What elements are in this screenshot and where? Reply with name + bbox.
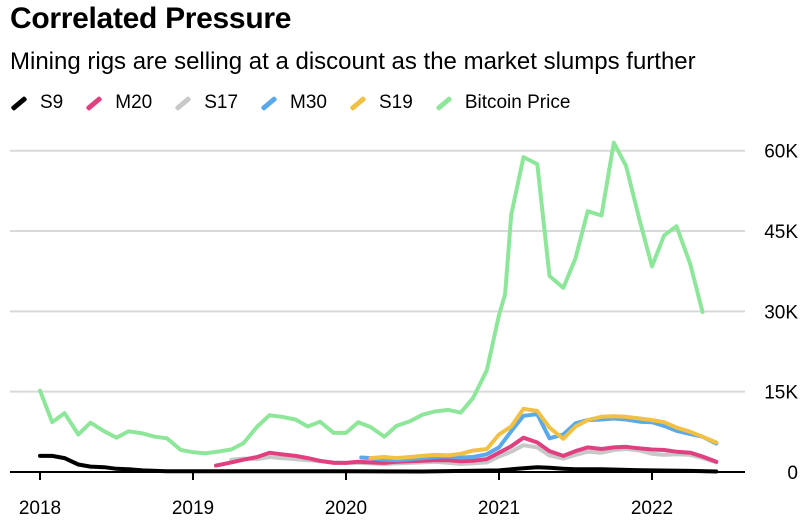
y-axis-tick-labels: 0 15K 30K 45K 60K [764,142,798,484]
legend-label-s9: S9 [40,92,64,113]
legend-item-m30: M30 [260,92,327,114]
legend-item-s17: S17 [174,92,238,114]
x-axis-ticks [39,472,653,480]
legend-label-bitcoin-price: Bitcoin Price [464,92,571,113]
chart-subtitle: Mining rigs are selling at a discount as… [10,48,696,75]
x-tick-label: 2022 [631,498,673,519]
x-tick-label: 2021 [478,498,520,519]
chart-title: Correlated Pressure [10,2,292,35]
x-tick-label: 2019 [172,498,214,519]
legend-item-s19: S19 [349,92,413,114]
legend-label-s17: S17 [204,92,239,113]
legend-item-s9: S9 [10,92,63,114]
y-tick-label: 60K [764,142,798,163]
x-tick-label: 2018 [19,498,61,519]
series-line-bitcoin-price [38,140,705,456]
y-tick-label: 15K [764,383,798,404]
legend-label-s19: S19 [379,92,413,113]
x-axis-tick-labels: 2018 2019 2020 2021 2022 [19,498,673,519]
grid-lines [10,149,745,393]
series-line-m20 [214,435,719,468]
legend-label-m20: M20 [115,92,153,113]
series-line-s19 [368,406,719,461]
y-tick-label: 30K [764,302,798,323]
legend-item-bitcoin-price: Bitcoin Price [435,92,571,114]
y-tick-label: 0 [787,463,798,484]
legend: S9 M20 S17 M30 S19 Bitcoin Price [10,92,592,114]
x-tick-label: 2020 [325,498,367,519]
y-tick-label: 45K [764,222,798,243]
legend-label-m30: M30 [290,92,327,113]
legend-item-m20: M20 [85,92,152,114]
series-lines [38,140,719,474]
